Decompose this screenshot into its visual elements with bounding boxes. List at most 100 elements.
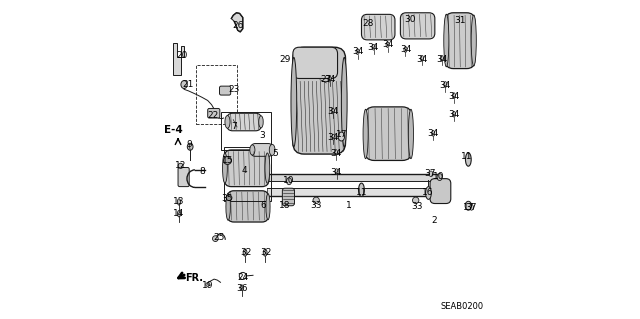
Ellipse shape [471,15,476,66]
Bar [221,112,271,150]
Bar [196,65,237,124]
Text: 34: 34 [324,75,335,84]
Ellipse shape [240,285,244,291]
Text: 24: 24 [237,273,248,282]
Ellipse shape [431,130,435,136]
Ellipse shape [331,108,334,114]
Ellipse shape [338,132,344,141]
Ellipse shape [177,199,180,205]
Text: 34: 34 [352,47,364,56]
Text: 22: 22 [207,111,218,120]
Text: 2: 2 [431,216,436,225]
Ellipse shape [470,204,474,210]
FancyBboxPatch shape [208,108,220,118]
FancyBboxPatch shape [430,179,451,204]
Text: 33: 33 [310,201,322,210]
Ellipse shape [437,174,442,181]
Ellipse shape [259,116,263,128]
Ellipse shape [334,150,337,155]
Text: 21: 21 [182,80,193,89]
Text: 34: 34 [448,92,460,101]
Text: 3: 3 [259,131,265,140]
Ellipse shape [206,283,210,286]
Text: 23: 23 [228,85,239,94]
FancyBboxPatch shape [224,150,269,187]
Text: 37: 37 [466,203,477,212]
Text: 10: 10 [433,172,444,181]
Text: 1: 1 [346,201,351,210]
FancyBboxPatch shape [293,47,346,154]
Ellipse shape [335,169,338,174]
Text: 34: 34 [448,110,460,119]
Text: 27: 27 [321,75,332,84]
Text: 30: 30 [404,15,416,24]
Text: 34: 34 [330,149,342,158]
Ellipse shape [225,115,230,128]
Ellipse shape [420,56,424,61]
Text: 5: 5 [272,149,278,158]
Ellipse shape [408,109,413,159]
Bar [224,147,271,201]
FancyBboxPatch shape [227,191,268,222]
Ellipse shape [356,49,359,55]
Ellipse shape [363,109,368,159]
Text: 15: 15 [222,156,234,165]
Text: 34: 34 [382,40,394,49]
Ellipse shape [188,143,193,150]
Text: 34: 34 [400,45,411,54]
Text: 32: 32 [260,248,271,256]
Text: 34: 34 [327,107,339,116]
Ellipse shape [313,197,319,204]
Text: 28: 28 [362,19,374,28]
Ellipse shape [332,134,335,140]
Text: 34: 34 [440,81,451,90]
Text: 13: 13 [173,197,184,206]
Text: 17: 17 [463,203,474,212]
Text: 19: 19 [202,281,214,290]
Ellipse shape [452,93,456,99]
Text: 34: 34 [417,55,428,63]
Text: 17: 17 [335,130,347,139]
Text: FR.: FR. [186,273,204,284]
Ellipse shape [440,56,444,61]
Text: 12: 12 [175,161,186,170]
Ellipse shape [341,57,347,147]
Ellipse shape [452,111,456,117]
Text: 18: 18 [278,201,290,210]
Text: 7: 7 [231,122,237,131]
Polygon shape [231,13,243,32]
Text: 37: 37 [424,169,436,178]
Ellipse shape [263,249,267,256]
Text: 36: 36 [236,284,248,293]
Ellipse shape [212,236,218,241]
Ellipse shape [426,187,431,199]
Ellipse shape [243,249,247,256]
Text: 35: 35 [221,194,233,203]
Polygon shape [173,43,184,75]
FancyBboxPatch shape [227,113,261,131]
Text: SEAB0200: SEAB0200 [440,302,483,311]
Ellipse shape [223,156,232,165]
Ellipse shape [177,211,180,217]
Ellipse shape [250,145,255,155]
Ellipse shape [372,44,375,50]
Text: 10: 10 [284,176,295,185]
Text: 31: 31 [454,16,466,25]
FancyBboxPatch shape [293,47,337,78]
Ellipse shape [226,195,232,201]
Text: 20: 20 [177,51,188,60]
FancyBboxPatch shape [282,188,294,206]
FancyBboxPatch shape [365,107,412,160]
Text: 16: 16 [422,189,433,197]
Ellipse shape [413,197,419,204]
Ellipse shape [386,42,389,48]
Text: 34: 34 [330,168,342,177]
FancyBboxPatch shape [220,86,230,95]
Text: 25: 25 [213,233,225,242]
Ellipse shape [358,183,364,197]
Ellipse shape [404,47,407,52]
Ellipse shape [444,82,447,87]
Text: 11: 11 [356,189,367,197]
Ellipse shape [465,201,472,210]
FancyBboxPatch shape [252,144,272,156]
